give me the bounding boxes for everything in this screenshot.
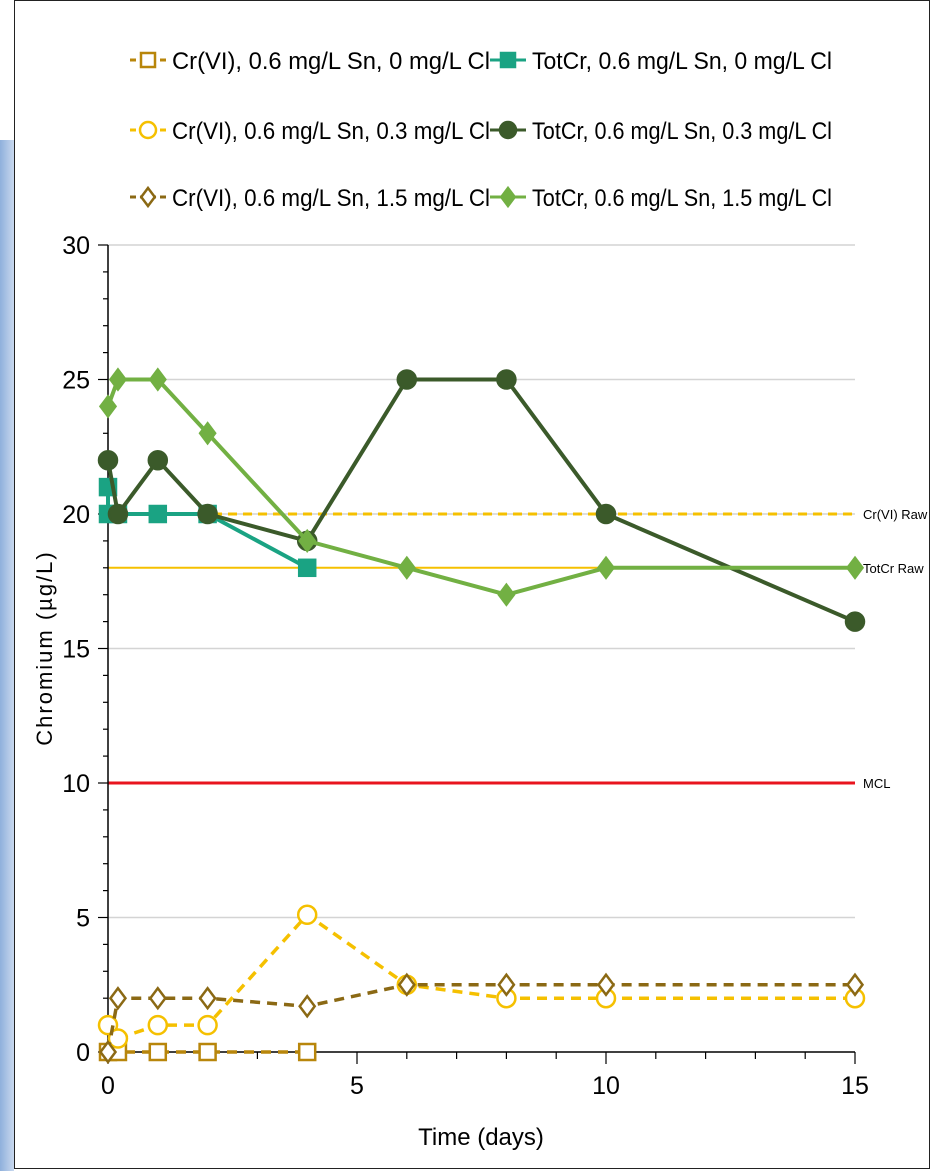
series-cr-vi-0-6-mg-l-sn-0-mg-l-cl <box>98 1042 317 1062</box>
x-tick-label-5: 5 <box>350 1072 364 1100</box>
legend: Cr(VI), 0.6 mg/L Sn, 0 mg/L Cl TotCr, 0.6… <box>130 48 832 212</box>
series-totcr-0-6-mg-l-sn-0-3-mg-l-cl <box>97 369 866 632</box>
data-point-totcr-0-6-mg-l-sn-0-3-mg-l-cl-8 <box>844 611 866 632</box>
data-point-cr-vi-0-6-mg-l-sn-0-3-mg-l-cl-4 <box>296 904 318 926</box>
data-point-totcr-0-6-mg-l-sn-1-5-mg-l-cl-3 <box>198 421 217 446</box>
data-point-totcr-0-6-mg-l-sn-0-3-mg-l-cl-5 <box>396 369 418 390</box>
data-point-cr-vi-0-6-mg-l-sn-0-3-mg-l-cl-1 <box>107 1028 129 1049</box>
data-point-totcr-0-6-mg-l-sn-1-5-mg-l-cl-2 <box>148 367 167 392</box>
data-point-cr-vi-0-6-mg-l-sn-1-5-mg-l-cl-8 <box>845 972 865 997</box>
y-tick-label-30: 30 <box>62 232 90 260</box>
data-point-cr-vi-0-6-mg-l-sn-0-3-mg-l-cl-2 <box>147 1014 169 1036</box>
y-tick-label-20: 20 <box>62 501 90 529</box>
legend-item-totcr-0-6-mg-l-sn-1-5-mg-l-cl: TotCr, 0.6 mg/L Sn, 1.5 mg/L Cl <box>490 185 832 212</box>
legend-item-cr-vi-0-6-mg-l-sn-0-3-mg-l-cl: Cr(VI), 0.6 mg/L Sn, 0.3 mg/L Cl <box>130 118 490 145</box>
data-point-cr-vi-0-6-mg-l-sn-1-5-mg-l-cl-5 <box>397 972 416 997</box>
data-point-totcr-0-6-mg-l-sn-0-3-mg-l-cl-3 <box>197 503 218 525</box>
data-point-totcr-0-6-mg-l-sn-1-5-mg-l-cl-7 <box>596 555 616 580</box>
data-point-totcr-0-6-mg-l-sn-0-3-mg-l-cl-6 <box>496 369 517 390</box>
legend-swatch-marker <box>139 51 157 69</box>
legend-swatch-marker <box>139 185 157 209</box>
data-point-totcr-0-6-mg-l-sn-1-5-mg-l-cl-0 <box>98 394 118 419</box>
legend-swatch-marker <box>499 185 517 209</box>
legend-swatch-marker <box>138 120 158 140</box>
y-tick-label-15: 15 <box>62 636 90 664</box>
axes: 0 5 10 15 20 25 30 0 5 10 15 <box>62 232 869 1100</box>
data-point-totcr-0-6-mg-l-sn-0-3-mg-l-cl-1 <box>107 503 129 525</box>
legend-label: TotCr, 0.6 mg/L Sn, 1.5 mg/L Cl <box>532 185 832 212</box>
y-tick-label-25: 25 <box>62 367 90 395</box>
data-point-totcr-0-6-mg-l-sn-1-5-mg-l-cl-8 <box>845 555 865 580</box>
gridlines <box>108 244 855 919</box>
series-cr-vi-0-6-mg-l-sn-0-3-mg-l-cl <box>97 904 866 1049</box>
legend-swatch-marker <box>498 120 518 140</box>
x-tick-label-0: 0 <box>101 1072 115 1100</box>
legend-label: TotCr, 0.6 mg/L Sn, 0 mg/L Cl <box>532 48 832 75</box>
legend-label: Cr(VI), 0.6 mg/L Sn, 0 mg/L Cl <box>172 48 490 75</box>
series-totcr-0-6-mg-l-sn-1-5-mg-l-cl <box>98 367 865 607</box>
data-point-cr-vi-0-6-mg-l-sn-1-5-mg-l-cl-4 <box>298 994 317 1019</box>
series-line-cr-vi-0-6-mg-l-sn-0-3-mg-l-cl <box>106 912 855 1041</box>
data-point-totcr-0-6-mg-l-sn-1-5-mg-l-cl-5 <box>397 555 416 580</box>
series-line-totcr-0-6-mg-l-sn-0-3-mg-l-cl <box>106 377 856 624</box>
data-point-cr-vi-0-6-mg-l-sn-1-5-mg-l-cl-6 <box>497 972 516 997</box>
data-point-totcr-0-6-mg-l-sn-0-mg-l-cl-5 <box>297 558 317 578</box>
reference-label-totcr-raw: TotCr Raw <box>863 561 924 576</box>
data-point-cr-vi-0-6-mg-l-sn-0-mg-l-cl-4 <box>297 1042 317 1062</box>
data-point-totcr-0-6-mg-l-sn-0-mg-l-cl-3 <box>148 504 168 524</box>
data-point-cr-vi-0-6-mg-l-sn-0-mg-l-cl-3 <box>198 1042 217 1062</box>
legend-label: TotCr, 0.6 mg/L Sn, 0.3 mg/L Cl <box>532 118 832 145</box>
legend-item-totcr-0-6-mg-l-sn-0-3-mg-l-cl: TotCr, 0.6 mg/L Sn, 0.3 mg/L Cl <box>490 118 832 145</box>
reference-lines: Cr(VI) Raw TotCr Raw MCL <box>108 507 928 791</box>
x-tick-label-10: 10 <box>592 1072 620 1100</box>
x-axis-title: Time (days) <box>418 1124 544 1151</box>
legend-swatch-marker <box>499 51 517 69</box>
data-point-cr-vi-0-6-mg-l-sn-1-5-mg-l-cl-3 <box>198 986 217 1011</box>
data-series <box>97 367 866 1065</box>
series-line-totcr-0-6-mg-l-sn-0-mg-l-cl <box>106 487 309 570</box>
data-point-cr-vi-0-6-mg-l-sn-0-mg-l-cl-2 <box>148 1042 168 1062</box>
reference-label-cr-vi-raw: Cr(VI) Raw <box>863 507 928 522</box>
data-point-cr-vi-0-6-mg-l-sn-1-5-mg-l-cl-2 <box>148 986 167 1011</box>
data-point-cr-vi-0-6-mg-l-sn-1-5-mg-l-cl-0 <box>98 1039 118 1065</box>
y-tick-label-5: 5 <box>76 905 90 933</box>
legend-label: Cr(VI), 0.6 mg/L Sn, 1.5 mg/L Cl <box>172 185 490 212</box>
legend-item-cr-vi-0-6-mg-l-sn-0-mg-l-cl: Cr(VI), 0.6 mg/L Sn, 0 mg/L Cl <box>130 48 490 75</box>
data-point-totcr-0-6-mg-l-sn-0-3-mg-l-cl-2 <box>147 449 169 471</box>
x-tick-label-15: 15 <box>841 1072 869 1100</box>
series-line-totcr-0-6-mg-l-sn-1-5-mg-l-cl <box>106 377 855 597</box>
data-point-cr-vi-0-6-mg-l-sn-1-5-mg-l-cl-7 <box>596 972 616 997</box>
data-point-cr-vi-0-6-mg-l-sn-0-3-mg-l-cl-3 <box>197 1014 218 1036</box>
data-point-totcr-0-6-mg-l-sn-1-5-mg-l-cl-4 <box>298 528 317 553</box>
data-point-totcr-0-6-mg-l-sn-0-3-mg-l-cl-0 <box>97 449 119 471</box>
y-axis-title: Chromium (µg/L) <box>32 550 57 745</box>
y-tick-label-10: 10 <box>62 770 90 798</box>
legend-label: Cr(VI), 0.6 mg/L Sn, 0.3 mg/L Cl <box>172 118 490 145</box>
reference-label-mcl: MCL <box>863 776 890 791</box>
data-point-totcr-0-6-mg-l-sn-0-3-mg-l-cl-7 <box>595 503 617 525</box>
legend-item-cr-vi-0-6-mg-l-sn-1-5-mg-l-cl: Cr(VI), 0.6 mg/L Sn, 1.5 mg/L Cl <box>130 185 490 212</box>
data-point-totcr-0-6-mg-l-sn-1-5-mg-l-cl-6 <box>497 582 516 607</box>
y-tick-label-0: 0 <box>76 1039 90 1067</box>
left-edge-decoration <box>0 140 14 1171</box>
data-point-totcr-0-6-mg-l-sn-1-5-mg-l-cl-1 <box>108 367 128 392</box>
series-line-cr-vi-0-6-mg-l-sn-1-5-mg-l-cl <box>106 983 855 1053</box>
data-point-cr-vi-0-6-mg-l-sn-1-5-mg-l-cl-1 <box>108 986 128 1011</box>
legend-item-totcr-0-6-mg-l-sn-0-mg-l-cl: TotCr, 0.6 mg/L Sn, 0 mg/L Cl <box>490 48 832 75</box>
series-cr-vi-0-6-mg-l-sn-1-5-mg-l-cl <box>98 972 865 1065</box>
